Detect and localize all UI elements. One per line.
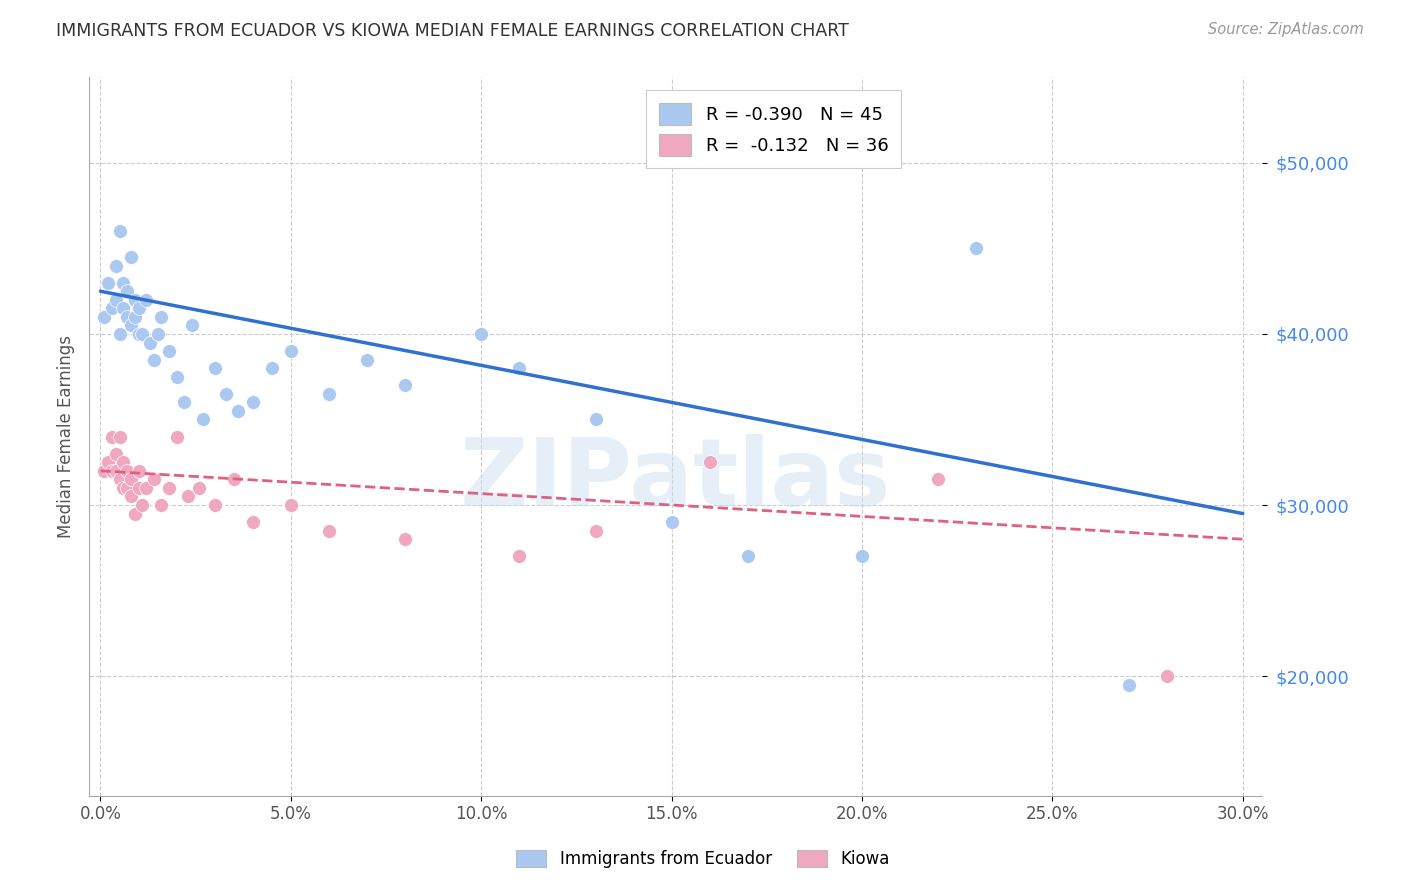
Y-axis label: Median Female Earnings: Median Female Earnings [58,335,75,538]
Point [204,498,226,512]
Point [112,301,135,316]
Text: Source: ZipAtlas.com: Source: ZipAtlas.com [1208,22,1364,37]
Point [135,293,157,307]
Point [120,250,142,264]
Point [242,395,264,409]
Point [104,447,127,461]
Point [139,335,162,350]
Text: IMMIGRANTS FROM ECUADOR VS KIOWA MEDIAN FEMALE EARNINGS CORRELATION CHART: IMMIGRANTS FROM ECUADOR VS KIOWA MEDIAN … [56,22,849,40]
Legend: Immigrants from Ecuador, Kiowa: Immigrants from Ecuador, Kiowa [510,843,896,875]
Point [142,472,165,486]
Point [1156,669,1178,683]
Point [112,276,135,290]
Point [104,293,127,307]
Point [124,293,146,307]
Point [124,507,146,521]
Point [180,318,202,333]
Point [108,224,131,238]
Point [97,455,120,469]
Point [128,326,150,341]
Point [131,498,153,512]
Point [965,242,987,256]
Point [226,404,249,418]
Point [215,387,238,401]
Point [394,378,416,392]
Point [97,276,120,290]
Point [142,352,165,367]
Point [101,464,124,478]
Point [101,429,124,443]
Point [318,387,340,401]
Point [112,455,135,469]
Point [737,549,759,564]
Point [851,549,873,564]
Point [585,524,607,538]
Text: ZIPatlas: ZIPatlas [460,434,891,525]
Point [1118,677,1140,691]
Point [131,326,153,341]
Point [146,326,169,341]
Point [173,395,195,409]
Point [124,310,146,324]
Point [356,352,378,367]
Point [120,318,142,333]
Point [927,472,949,486]
Point [150,310,173,324]
Point [115,464,138,478]
Point [112,481,135,495]
Point [93,310,115,324]
Point [115,284,138,298]
Point [166,369,188,384]
Point [318,524,340,538]
Point [204,361,226,376]
Point [394,533,416,547]
Point [115,310,138,324]
Point [166,429,188,443]
Point [242,515,264,529]
Point [157,344,180,359]
Point [508,549,530,564]
Point [150,498,173,512]
Point [222,472,245,486]
Point [120,472,142,486]
Point [104,259,127,273]
Point [128,464,150,478]
Point [188,481,211,495]
Point [193,412,215,426]
Point [280,344,302,359]
Point [93,464,115,478]
Point [108,429,131,443]
Point [508,361,530,376]
Point [108,472,131,486]
Point [135,481,157,495]
Point [108,326,131,341]
Point [128,301,150,316]
Point [104,464,127,478]
Point [115,481,138,495]
Point [280,498,302,512]
Point [101,301,124,316]
Point [157,481,180,495]
Point [177,490,200,504]
Point [585,412,607,426]
Point [128,481,150,495]
Point [260,361,283,376]
Point [699,455,721,469]
Point [120,490,142,504]
Point [470,326,492,341]
Legend: R = -0.390   N = 45, R =  -0.132   N = 36: R = -0.390 N = 45, R = -0.132 N = 36 [645,90,901,169]
Point [661,515,683,529]
